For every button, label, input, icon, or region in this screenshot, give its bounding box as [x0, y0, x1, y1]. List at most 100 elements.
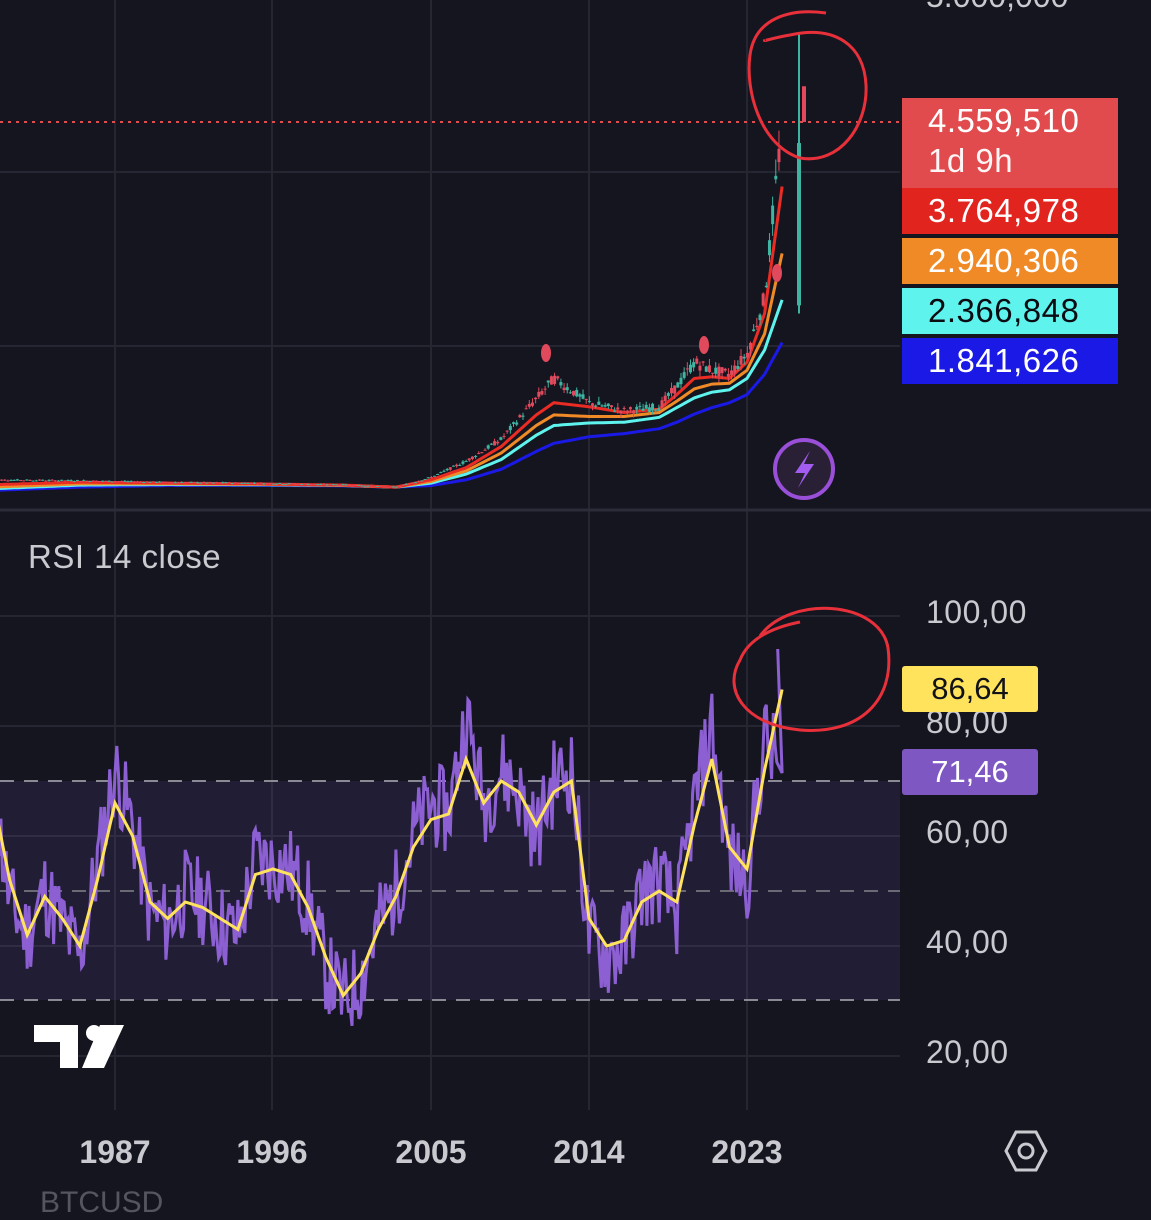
ma-tag-3: 2.366,848	[902, 288, 1118, 334]
candle-body	[249, 482, 253, 484]
x-axis-label-2005: 2005	[395, 1134, 467, 1170]
current-price-value: 4.559,510	[928, 102, 1080, 139]
candle-body	[597, 401, 601, 405]
candle-body	[335, 484, 339, 486]
candle-body	[445, 469, 449, 471]
candle-body	[458, 464, 462, 466]
candle-body	[113, 481, 117, 483]
candle-body	[6, 480, 10, 482]
candle-body	[755, 325, 759, 328]
candle-body	[742, 356, 746, 359]
candle-body	[240, 482, 244, 484]
rsi-axis-label-20: 20,00	[926, 1034, 1009, 1070]
x-axis-label-1996: 1996	[236, 1134, 308, 1170]
candle-body	[534, 397, 538, 400]
candle-body	[303, 483, 307, 485]
candle-body	[512, 422, 516, 424]
candle-body	[338, 484, 342, 486]
candle-body	[616, 407, 620, 410]
candle-body	[496, 441, 500, 444]
candle-body	[75, 480, 79, 482]
candle-body	[170, 482, 174, 484]
lightning-bolt-icon[interactable]	[773, 438, 835, 500]
candle-body	[562, 387, 566, 391]
candle-body	[451, 465, 455, 467]
candle-body	[736, 365, 740, 369]
current-price-tag: 4.559,510 1d 9h	[902, 98, 1118, 188]
logo[interactable]	[34, 1025, 124, 1068]
candle-body	[164, 481, 168, 483]
candle-body	[395, 486, 399, 488]
candle-body	[357, 484, 361, 486]
candle-body	[707, 365, 711, 373]
candle-body	[613, 410, 617, 412]
candle-body	[154, 481, 158, 483]
candle-body	[474, 455, 478, 457]
candle-body	[553, 375, 557, 384]
candle-body	[372, 485, 376, 487]
candle-body	[635, 406, 639, 410]
candle-body	[745, 352, 749, 358]
candle-body	[670, 387, 674, 394]
candle-body	[644, 404, 648, 409]
peak-marker	[541, 344, 551, 362]
candle-body	[429, 476, 433, 478]
candle-body	[540, 391, 544, 395]
candle-body	[183, 482, 187, 484]
candle-body	[243, 482, 247, 484]
candle-body	[625, 410, 629, 413]
candle-body	[284, 483, 288, 485]
candle-body	[148, 481, 152, 483]
candle-body	[647, 407, 651, 412]
candle-body	[717, 366, 721, 377]
candle-body	[208, 482, 212, 484]
candle-body	[281, 484, 285, 486]
candle-body	[578, 394, 582, 397]
settings-hexagon-icon[interactable]	[1004, 1130, 1048, 1172]
x-axis-label-2014: 2014	[553, 1134, 625, 1170]
candle-body	[196, 482, 200, 484]
candle-body	[322, 483, 326, 485]
candle-body	[410, 482, 414, 484]
ma-value-2: 2.940,306	[928, 242, 1080, 279]
candle-body	[657, 408, 661, 411]
candle-body	[22, 480, 26, 482]
candle-body	[733, 365, 737, 373]
candle-body	[632, 410, 636, 414]
candle-body	[660, 400, 664, 408]
x-axis-label-2023: 2023	[711, 1134, 783, 1170]
candle-body	[455, 464, 459, 467]
candle-body	[720, 367, 724, 374]
candle-body	[15, 479, 19, 481]
candle-body	[256, 483, 260, 485]
candle-body	[347, 484, 351, 486]
candle-body	[98, 481, 102, 483]
rsi-title: RSI 14 close	[28, 538, 222, 575]
candle-body	[278, 482, 282, 484]
candle-body	[499, 437, 503, 440]
candle-body	[354, 485, 358, 487]
rsi-axis-label-60: 60,00	[926, 814, 1009, 850]
candle-body	[275, 483, 279, 485]
candle-body	[268, 483, 272, 485]
candle-body	[12, 479, 16, 481]
candle-body	[94, 480, 98, 482]
countdown-value: 1d 9h	[928, 142, 1014, 179]
candle-body	[641, 408, 645, 411]
candle-body	[682, 372, 686, 378]
candle-body	[25, 479, 29, 481]
candle-body	[360, 485, 364, 487]
candle-body	[723, 368, 727, 371]
candle-body	[312, 483, 316, 485]
candle-body	[132, 481, 136, 483]
candle-body	[714, 367, 718, 374]
candle-body	[331, 484, 335, 486]
candle-body	[518, 415, 522, 418]
candle-body	[404, 483, 408, 485]
price-peak-circle	[747, 10, 868, 161]
rsi-line	[0, 648, 784, 1026]
candle-body	[663, 395, 667, 402]
candle-body	[366, 485, 370, 487]
candle-body	[401, 484, 405, 486]
ma-tag-1: 3.764,978	[902, 188, 1118, 234]
